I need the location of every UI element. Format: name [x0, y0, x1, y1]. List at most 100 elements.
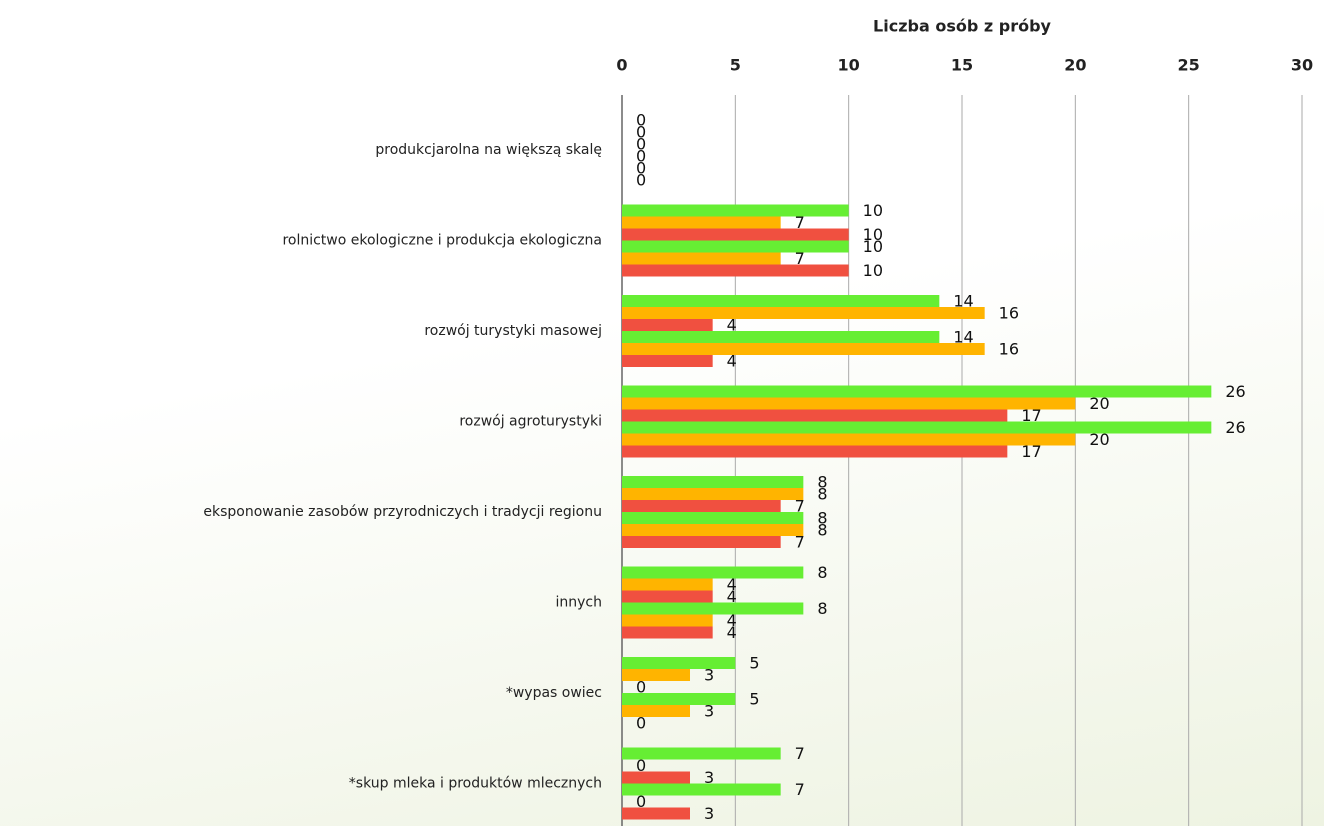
y-tick-label: innych: [556, 595, 603, 611]
value-label: 0: [636, 792, 646, 811]
value-label: 10: [863, 225, 883, 244]
bar: [622, 216, 781, 229]
value-label: 20: [1089, 430, 1109, 449]
bar: [622, 771, 690, 784]
bar: [622, 602, 804, 615]
y-tick-label: rolnictwo ekologiczne i produkcja ekolog…: [282, 233, 602, 249]
y-tick-label: rozwój agroturystyki: [459, 414, 602, 430]
value-label: 14: [953, 292, 973, 311]
value-label: 7: [795, 780, 805, 799]
value-label: 26: [1225, 382, 1245, 401]
y-tick-label: rozwój turystyki masowej: [424, 323, 602, 339]
value-label: 10: [863, 201, 883, 220]
x-tick-label: 25: [1178, 56, 1200, 75]
value-label: 7: [795, 533, 805, 552]
bar: [622, 409, 1008, 422]
bar: [622, 747, 781, 760]
value-label: 8: [817, 485, 827, 504]
bar: [622, 614, 713, 627]
value-label: 8: [817, 563, 827, 582]
value-label: 7: [795, 213, 805, 232]
bar: [622, 693, 736, 705]
y-tick-label: produkcjarolna na większą skalę: [375, 142, 602, 158]
value-label: 3: [704, 666, 714, 685]
value-label: 10: [863, 261, 883, 280]
value-label: 16: [999, 304, 1019, 323]
bar: [622, 783, 781, 796]
bar: [622, 566, 804, 579]
bar: [622, 343, 985, 355]
bar: [622, 228, 849, 241]
y-tick-label: *wypas owiec: [506, 685, 602, 701]
value-label: 4: [727, 587, 737, 606]
value-label: 0: [636, 123, 646, 142]
y-tick-label: eksponowanie zasobów przyrodniczych i tr…: [203, 504, 602, 520]
bar: [622, 536, 781, 548]
value-label: 7: [795, 249, 805, 268]
x-tick-label: 0: [616, 56, 627, 75]
value-label: 20: [1089, 394, 1109, 413]
bar: [622, 705, 690, 717]
value-label: 0: [636, 678, 646, 697]
bar: [622, 590, 713, 603]
x-tick-label: 20: [1064, 56, 1086, 75]
bar: [622, 807, 690, 820]
value-label: 7: [795, 497, 805, 516]
bar: [622, 204, 849, 217]
value-label: 26: [1225, 418, 1245, 437]
bar: [622, 355, 713, 367]
bar: [622, 524, 804, 536]
value-label: 8: [817, 473, 827, 492]
bar: [622, 578, 713, 591]
value-label: 14: [953, 328, 973, 347]
value-label: 0: [636, 147, 646, 166]
value-label: 7: [795, 744, 805, 763]
x-tick-label: 5: [730, 56, 741, 75]
bar: [622, 512, 804, 524]
value-label: 0: [636, 135, 646, 154]
bar: [622, 445, 1008, 458]
bar: [622, 500, 781, 512]
bar: [622, 264, 849, 277]
value-label: 5: [749, 690, 759, 709]
value-label: 0: [636, 714, 646, 733]
x-tick-label: 10: [838, 56, 860, 75]
bar: [622, 252, 781, 265]
bar: [622, 295, 940, 307]
axis-title: Liczba osób z próby: [873, 17, 1052, 36]
value-label: 3: [704, 702, 714, 721]
y-tick-label: *skup mleka i produktów mlecznych: [349, 776, 602, 792]
value-label: 5: [749, 654, 759, 673]
bar: [622, 240, 849, 253]
value-label: 4: [727, 611, 737, 630]
bar: [622, 476, 804, 488]
bar: [622, 385, 1212, 398]
value-label: 0: [636, 171, 646, 190]
bar: [622, 669, 690, 681]
bar: [622, 488, 804, 500]
bar: [622, 319, 713, 331]
value-label: 10: [863, 237, 883, 256]
bar: [622, 433, 1076, 446]
value-label: 4: [727, 623, 737, 642]
x-tick-label: 30: [1291, 56, 1313, 75]
bar: [622, 307, 985, 319]
value-label: 4: [727, 352, 737, 371]
bar: [622, 397, 1076, 410]
value-label: 8: [817, 521, 827, 540]
value-label: 16: [999, 340, 1019, 359]
value-label: 8: [817, 599, 827, 618]
value-label: 8: [817, 509, 827, 528]
bar: [622, 421, 1212, 434]
value-label: 3: [704, 768, 714, 787]
value-label: 0: [636, 159, 646, 178]
value-label: 17: [1021, 442, 1041, 461]
x-tick-label: 15: [951, 56, 973, 75]
value-label: 3: [704, 804, 714, 823]
value-label: 4: [727, 316, 737, 335]
value-label: 0: [636, 111, 646, 130]
bar: [622, 657, 736, 669]
bar: [622, 331, 940, 343]
value-label: 4: [727, 575, 737, 594]
